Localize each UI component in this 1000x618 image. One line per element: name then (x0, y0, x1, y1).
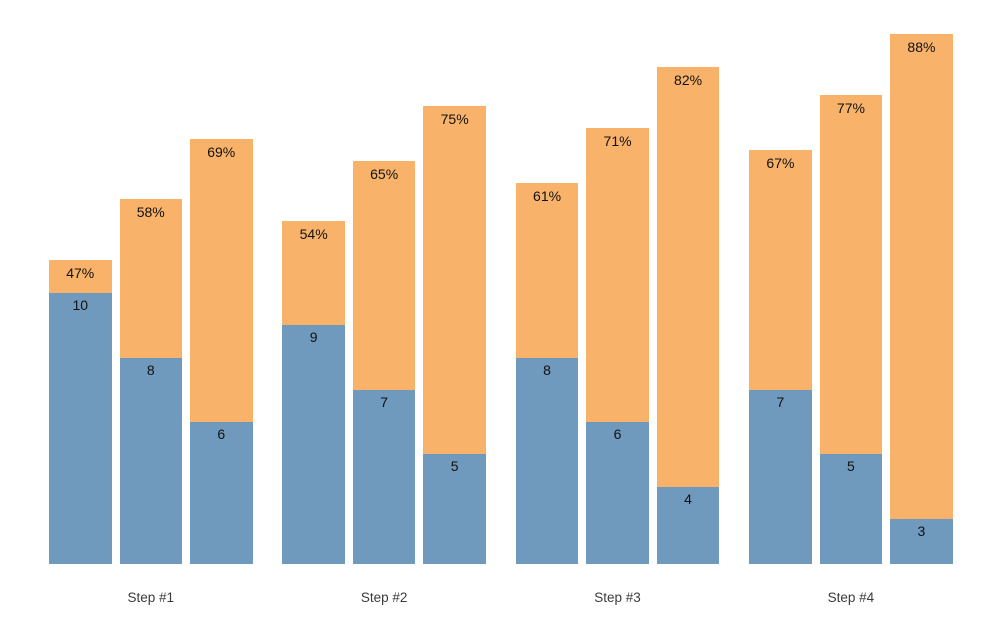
count-label: 3 (917, 523, 926, 540)
category-label: Step #1 (127, 590, 175, 605)
stacked-bar: 47% 10 (49, 260, 112, 564)
category-label: Step #4 (827, 590, 875, 605)
count-label: 7 (776, 393, 785, 410)
count-label: 10 (72, 296, 89, 313)
count-label: 6 (217, 426, 226, 443)
count-segment (190, 422, 253, 564)
count-segment (749, 389, 812, 564)
count-label: 8 (146, 361, 155, 378)
count-segment (49, 292, 112, 564)
stacked-bar: 65% 7 (352, 160, 416, 564)
count-label: 4 (684, 490, 692, 507)
percent-label: 71% (603, 132, 632, 149)
percent-label: 69% (207, 143, 236, 160)
percent-segment (890, 34, 953, 564)
stacked-bar: 88% 3 (890, 34, 953, 564)
stacked-bar: 61% 8 (515, 182, 579, 564)
count-label: 8 (543, 361, 551, 378)
stacked-bar: 69% 6 (190, 138, 253, 564)
count-label: 6 (613, 426, 622, 443)
percent-label: 54% (299, 226, 328, 243)
count-segment (352, 389, 416, 564)
percent-label: 47% (66, 265, 95, 282)
percent-label: 58% (136, 204, 165, 221)
percent-label: 77% (836, 99, 865, 116)
stacked-bar: 75% 5 (423, 105, 486, 564)
percent-label: 67% (766, 154, 795, 171)
count-label: 9 (309, 329, 318, 346)
percent-label: 75% (440, 110, 469, 127)
percent-label: 88% (907, 39, 936, 56)
stacked-bar: 67% 7 (749, 149, 812, 564)
count-segment (819, 454, 883, 564)
count-label: 5 (450, 458, 459, 475)
percent-segment (656, 67, 720, 564)
stacked-bar: 54% 9 (282, 221, 345, 564)
category-label: Step #3 (594, 590, 641, 605)
count-segment (119, 357, 182, 564)
stacked-bar: 58% 8 (119, 199, 182, 564)
count-segment (586, 422, 649, 564)
stacked-bar: 82% 4 (656, 67, 720, 564)
count-segment (656, 486, 720, 564)
count-segment (515, 357, 579, 564)
count-label: 5 (847, 458, 855, 475)
count-segment (423, 454, 486, 564)
count-segment (890, 519, 953, 564)
percent-label: 65% (370, 165, 399, 182)
category-label: Step #2 (360, 590, 408, 605)
stacked-bar: 77% 5 (819, 94, 883, 564)
percent-label: 61% (533, 187, 562, 204)
percent-label: 82% (674, 72, 703, 89)
count-segment (282, 325, 345, 564)
count-label: 7 (380, 393, 389, 410)
stacked-bar: 71% 6 (586, 127, 649, 564)
